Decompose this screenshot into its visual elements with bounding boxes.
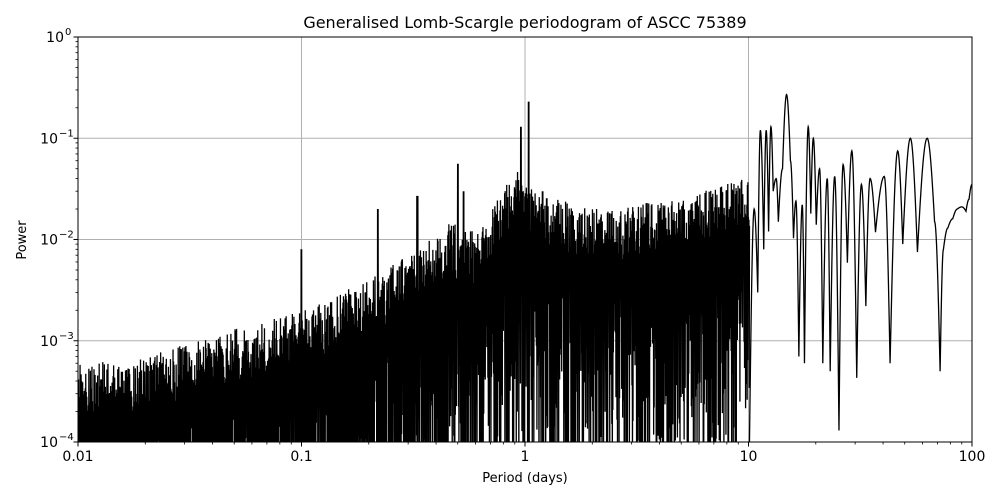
y-tick-exponent: −2 xyxy=(59,230,74,241)
x-tick-label: 100 xyxy=(959,449,986,465)
y-tick-exponent: 0 xyxy=(65,27,71,38)
y-tick-exponent: −4 xyxy=(59,432,74,443)
x-tick-label: 1 xyxy=(521,449,530,465)
y-tick-exponent: −3 xyxy=(59,331,74,342)
periodogram-noise-line xyxy=(78,101,751,442)
y-axis-label: Power xyxy=(15,220,30,260)
y-tick-label: 10 xyxy=(40,334,58,350)
x-axis: 0.01 0.1 1 10 100 xyxy=(62,442,985,465)
y-tick-label: 10 xyxy=(46,30,64,46)
periodogram-smooth-line xyxy=(748,93,972,442)
y-tick-exponent: −1 xyxy=(59,128,74,139)
y-tick-label: 10 xyxy=(40,131,58,147)
x-tick-label: 0.1 xyxy=(290,449,312,465)
y-tick-label: 10 xyxy=(40,435,58,451)
x-tick-label: 0.01 xyxy=(62,449,93,465)
y-tick-label: 10 xyxy=(40,233,58,249)
x-tick-label: 10 xyxy=(740,449,758,465)
chart-title: Generalised Lomb-Scargle periodogram of … xyxy=(303,13,746,32)
x-axis-label: Period (days) xyxy=(482,471,568,486)
